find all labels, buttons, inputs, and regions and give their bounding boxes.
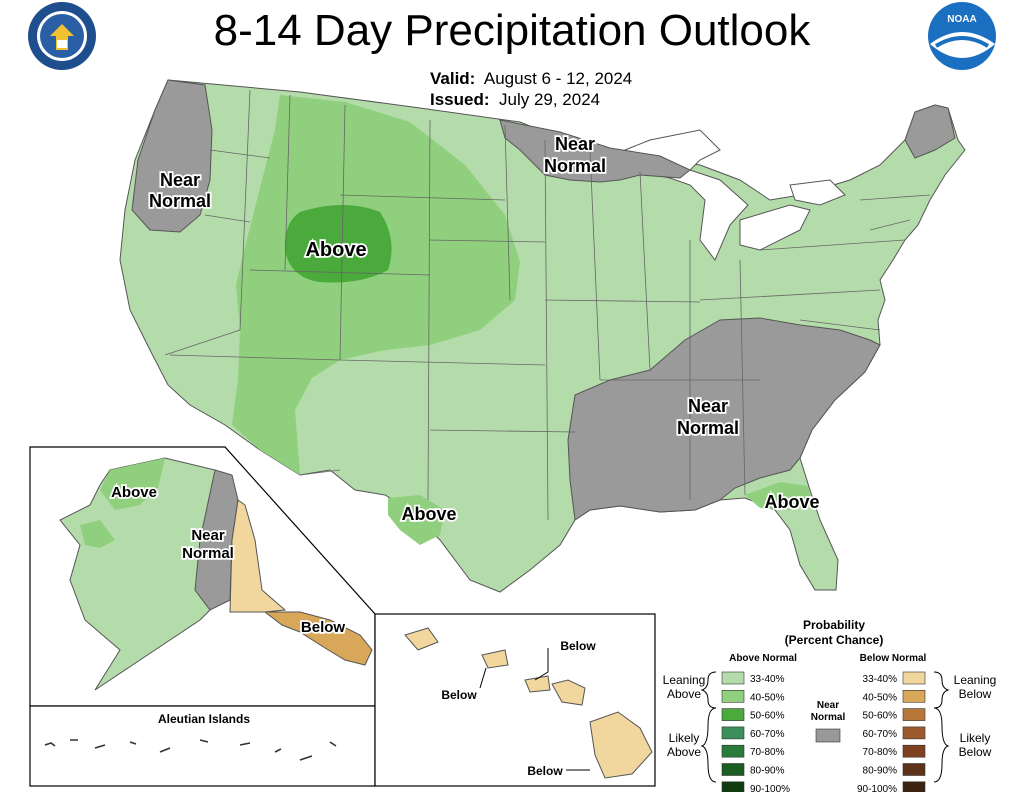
state-borders — [164, 89, 931, 521]
legend-above-swatch-4 — [721, 744, 745, 758]
conus-region-near-normal-north — [499, 119, 691, 183]
label-florida-above: Above — [764, 492, 819, 512]
legend-below-swatch-0 — [902, 671, 926, 685]
label-ak-above: Above — [111, 484, 157, 501]
legend-likely-above-2: Above — [667, 745, 701, 759]
legend-above-label-2: 50-60% — [750, 711, 785, 722]
legend-above-swatch-5 — [721, 763, 745, 776]
legend-above-label-6: 90-100% — [750, 784, 790, 792]
commerce-seal-logo — [28, 2, 96, 70]
alaska-region-above-40-west — [80, 520, 115, 548]
legend-above-label-1: 40-50% — [750, 692, 785, 703]
legend-above-label-3: 60-70% — [750, 729, 785, 740]
legend-below-swatch-2 — [902, 708, 926, 721]
conus-region-near-normal-se — [567, 317, 881, 521]
alaska-region-above-40-north — [100, 458, 165, 510]
issued-label: Issued: — [430, 90, 490, 109]
legend-above-swatch-0 — [721, 671, 745, 685]
legend-leaning-below-1: Leaning — [954, 673, 997, 687]
legend-above-label-4: 70-80% — [750, 747, 785, 758]
conus-region-above-40-texas — [388, 495, 445, 545]
alaska-region-below-33 — [229, 499, 287, 613]
label-texas-above: Above — [401, 504, 456, 524]
label-se-normal: Normal — [677, 418, 739, 438]
conus-region-above-40 — [232, 95, 520, 475]
legend-title-2: (Percent Chance) — [785, 633, 884, 647]
label-hi-below-2: Below — [441, 688, 477, 702]
legend-near-label-2: Normal — [811, 712, 846, 723]
label-ak-below: Below — [301, 619, 346, 636]
label-ak-near: Near — [191, 527, 225, 544]
legend-above-label-0: 33-40% — [750, 674, 785, 685]
hawaii-inset: Below Below Below — [374, 613, 656, 787]
legend-above-swatch-6 — [721, 781, 745, 792]
legend-below-header: Below Normal — [860, 653, 927, 664]
noaa-logo-text: NOAA — [947, 14, 976, 25]
label-se-near: Near — [688, 396, 728, 416]
legend-near-label-1: Near — [817, 700, 839, 711]
aleutian-inset: Aleutian Islands — [29, 705, 376, 787]
label-hi-below-1: Below — [560, 639, 596, 653]
legend-below-swatch-6 — [902, 781, 926, 792]
legend-below-swatch-5 — [902, 763, 926, 776]
issued-value: July 29, 2024 — [498, 90, 601, 109]
legend-below-label-2: 50-60% — [863, 711, 898, 722]
label-hi-below-3: Below — [527, 764, 563, 778]
legend-below-swatch-4 — [902, 744, 926, 758]
valid-label: Valid: — [430, 69, 476, 88]
label-rockies-above: Above — [305, 239, 366, 261]
aleutian-title: Aleutian Islands — [158, 712, 250, 726]
alaska-region-below-40 — [263, 611, 373, 666]
legend-above-swatches: 33-40% 40-50% 50-60% 60-70% 70-80% 80-90% 90-1… — [721, 671, 790, 792]
legend-below-label-6: 90-100% — [857, 784, 897, 792]
label-nw-near: Near — [160, 170, 200, 190]
legend-near-swatch — [815, 728, 841, 743]
legend-title-1: Probability — [803, 618, 865, 632]
legend-below-label-4: 70-80% — [863, 747, 898, 758]
label-north-near: Near — [555, 134, 595, 154]
legend-likely-above-1: Likely — [669, 731, 700, 745]
legend-above-swatch-1 — [721, 689, 745, 703]
legend: Probability (Percent Chance) Above Norma… — [663, 618, 997, 792]
conus-region-above-50 — [284, 205, 392, 283]
valid-value: August 6 - 12, 2024 — [483, 69, 633, 88]
conus-region-near-normal-ne — [904, 104, 956, 159]
page-title: 8-14 Day Precipitation Outlook — [213, 6, 811, 55]
label-ak-normal: Normal — [182, 545, 234, 562]
legend-above-header: Above Normal — [729, 653, 797, 664]
legend-below-label-3: 60-70% — [863, 729, 898, 740]
conus-region-above-40-florida — [745, 482, 812, 510]
label-north-normal: Normal — [544, 156, 606, 176]
legend-below-label-5: 80-90% — [863, 766, 898, 777]
valid-issued-block: Valid: August 6 - 12, 2024 Issued: July … — [430, 68, 632, 110]
label-nw-normal: Normal — [149, 191, 211, 211]
legend-below-label-1: 40-50% — [863, 692, 898, 703]
legend-likely-below-2: Below — [959, 745, 992, 759]
legend-above-swatch-3 — [721, 726, 745, 740]
legend-likely-below-1: Likely — [960, 731, 991, 745]
legend-above-swatch-2 — [721, 708, 745, 721]
legend-above-label-5: 80-90% — [750, 766, 785, 777]
legend-below-swatch-3 — [902, 726, 926, 740]
legend-leaning-below-2: Below — [959, 687, 992, 701]
legend-below-swatches: 33-40% 40-50% 50-60% 60-70% 70-80% 80-90% 90-1… — [857, 671, 926, 792]
legend-leaning-above-1: Leaning — [663, 673, 706, 687]
legend-below-label-0: 33-40% — [863, 674, 898, 685]
noaa-logo: NOAA — [928, 2, 996, 70]
conus-region-near-normal-nw — [131, 79, 213, 233]
legend-leaning-above-2: Above — [667, 687, 701, 701]
alaska-inset: Above Near Normal Below — [29, 446, 376, 707]
legend-below-swatch-1 — [902, 689, 926, 703]
